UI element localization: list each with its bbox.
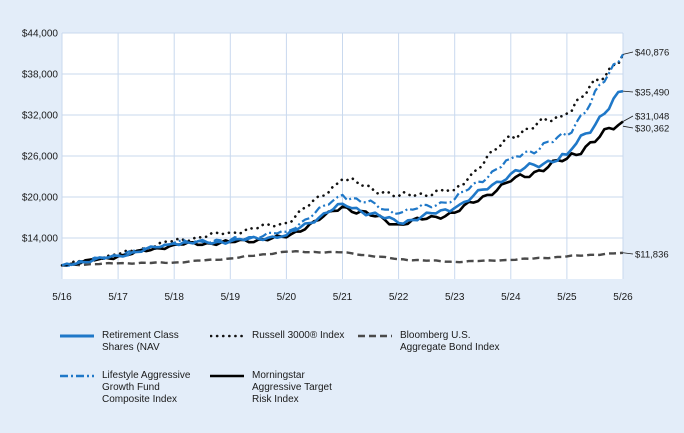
legend-swatch-russell [210, 334, 244, 338]
end-label-leader [622, 115, 634, 122]
end-value-label: $35,490 [635, 88, 669, 99]
x-tick-label: 5/24 [501, 292, 521, 303]
end-label-leader [622, 90, 634, 93]
legend-label-lifestyle: Lifestyle Aggressive Growth Fund Composi… [102, 370, 191, 405]
legend-item-retirement: Retirement Class Shares (NAV [60, 330, 212, 354]
chart-legend: Retirement Class Shares (NAV Russell 300… [60, 330, 660, 430]
y-tick-label: $26,000 [22, 152, 59, 163]
end-label-leader [622, 125, 634, 129]
y-axis-ticks: $14,000 $20,000 $26,000 $32,000 $38,000 $44,0… [22, 29, 59, 245]
x-tick-label: 5/21 [333, 292, 353, 303]
end-label-leader [622, 252, 634, 255]
end-value-labels: $40,876 $35,490 $31,048$30,362 $11,836 [622, 48, 669, 261]
legend-label-russell: Russell 3000® Index [252, 330, 345, 341]
end-value-label: $40,876 [635, 48, 669, 59]
series-line-solid-0 [61, 89, 624, 267]
legend-swatch-retirement [60, 334, 94, 338]
end-label-leader [622, 51, 634, 55]
legend-item-lifestyle: Lifestyle Aggressive Growth Fund Composi… [60, 370, 212, 406]
legend-item-morningstar: Morningstar Aggressive Target Risk Index [210, 370, 362, 406]
series-line-dashed-3 [61, 250, 624, 267]
y-tick-label: $38,000 [22, 70, 59, 81]
end-value-label: $30,362 [635, 124, 669, 135]
legend-item-bloomberg: Bloomberg U.S. Aggregate Bond Index [358, 330, 510, 354]
legend-label-morningstar: Morningstar Aggressive Target Risk Index [252, 370, 332, 405]
x-tick-label: 5/18 [164, 292, 184, 303]
x-tick-label: 5/20 [277, 292, 297, 303]
x-tick-label: 5/17 [108, 292, 128, 303]
y-tick-label: $44,000 [22, 29, 59, 40]
legend-label-bloomberg: Bloomberg U.S. Aggregate Bond Index [400, 330, 500, 353]
x-tick-label: 5/26 [613, 292, 633, 303]
x-tick-label: 5/16 [52, 292, 72, 303]
x-tick-label: 5/23 [445, 292, 465, 303]
x-axis-ticks: 5/16 5/17 5/18 5/19 5/20 5/21 5/22 5/23 5/24 5/25… [52, 292, 633, 303]
y-tick-label: $20,000 [22, 193, 59, 204]
y-tick-label: $32,000 [22, 111, 59, 122]
end-value-label: $11,836 [635, 250, 669, 261]
x-tick-label: 5/25 [557, 292, 577, 303]
grid-lines [61, 32, 624, 279]
legend-swatch-lifestyle [60, 374, 94, 378]
y-tick-label: $14,000 [22, 234, 59, 245]
x-tick-label: 5/19 [221, 292, 241, 303]
x-tick-label: 5/22 [389, 292, 409, 303]
legend-item-russell: Russell 3000® Index [210, 330, 362, 342]
legend-swatch-bloomberg [358, 334, 392, 338]
end-value-label: $31,048 [635, 112, 669, 123]
series-lines [60, 53, 625, 267]
legend-label-retirement: Retirement Class Shares (NAV [102, 330, 179, 353]
legend-swatch-morningstar [210, 374, 244, 378]
